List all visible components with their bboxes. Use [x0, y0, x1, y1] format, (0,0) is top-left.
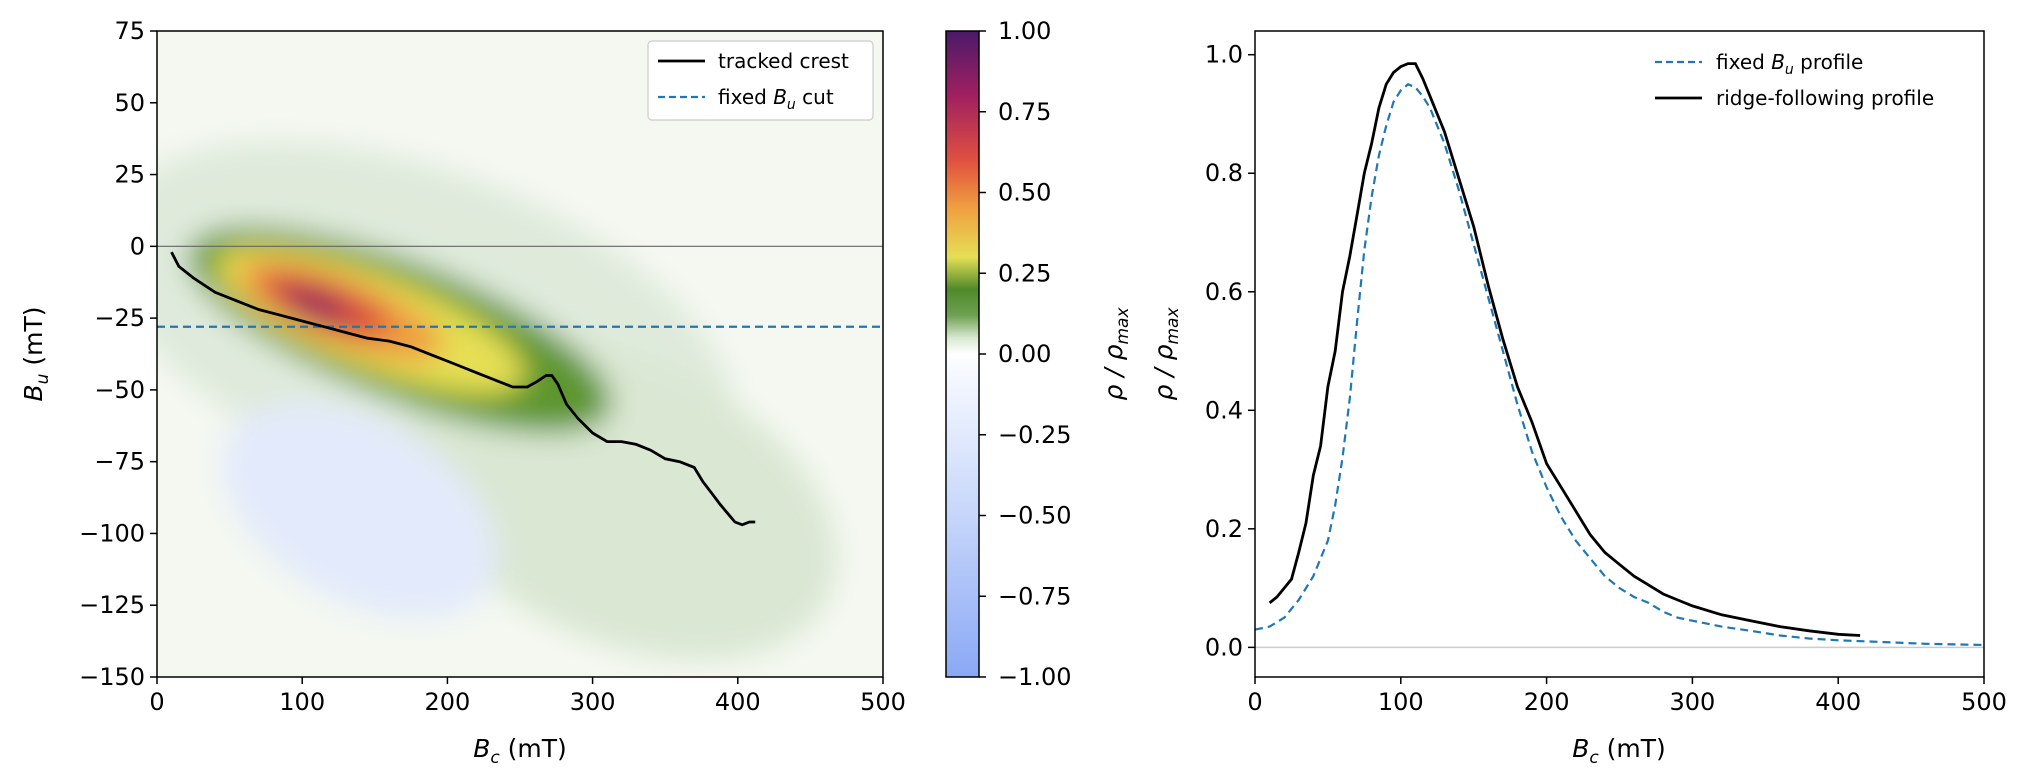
legend-label-ridge-profile: ridge-following profile: [1716, 86, 1934, 110]
profile-y-tick-label: 0.0: [1205, 633, 1243, 661]
colorbar-tick-label: −0.75: [998, 582, 1072, 610]
forc-legend: tracked crest fixed Bu cut: [647, 40, 874, 121]
colorbar-tick-label: 0.25: [998, 259, 1051, 287]
profile-y-axis-label: ρ / ρmax: [1149, 307, 1183, 401]
negative-region: [222, 401, 498, 619]
profile-y-tick-label: 0.8: [1205, 159, 1243, 187]
forc-x-tick-label: 400: [715, 688, 761, 716]
profile-x-tick-label: 0: [1247, 688, 1262, 716]
profile-x-axis-label: Bc (mT): [1572, 734, 1666, 768]
forc-y-tick-label: −25: [94, 304, 145, 332]
profile-y-tick-label: 0.2: [1205, 515, 1243, 543]
colorbar-tick-label: 0.75: [998, 98, 1051, 126]
profile-y-tick-label: 1.0: [1205, 41, 1243, 69]
profile-x-tick-label: 200: [1524, 688, 1570, 716]
forc-x-tick-label: 0: [149, 688, 164, 716]
forc-x-tick-label: 200: [424, 688, 470, 716]
colorbar-tick-label: 0.00: [998, 340, 1051, 368]
forc-y-tick-label: 50: [114, 89, 145, 117]
colorbar-gradient: [945, 30, 980, 678]
colorbar-tick-label: 1.00: [998, 17, 1051, 45]
peak-core: [282, 288, 348, 322]
colorbar-label: ρ / ρmax: [1099, 307, 1133, 401]
profile-y-tick-label: 0.6: [1205, 278, 1243, 306]
forc-x-axis-label: Bc (mT): [473, 734, 567, 768]
forc-x-tick-label: 500: [860, 688, 906, 716]
forc-x-tick-label: 100: [279, 688, 325, 716]
legend-label-tracked-crest: tracked crest: [718, 49, 849, 73]
profile-plot-frame: [1254, 30, 1985, 678]
forc-y-tick-label: −75: [94, 448, 145, 476]
forc-y-ticks: 75 50 25 0 −25 −50 −75 −100 −125 −150: [79, 17, 157, 691]
profile-x-tick-label: 400: [1815, 688, 1861, 716]
forc-y-tick-label: −125: [79, 591, 145, 619]
tracked-crest-line: [170, 251, 756, 527]
forc-y-tick-label: 75: [114, 17, 145, 45]
colorbar-tick-label: 0.50: [998, 179, 1051, 207]
profile-x-tick-label: 300: [1669, 688, 1715, 716]
forc-panel: 0 100 200 300 400 500 75 50 25 0 −25 −50 −75 −100 −12…: [19, 17, 906, 768]
forc-y-tick-label: −50: [94, 376, 145, 404]
profile-x-tick-label: 500: [1961, 688, 2007, 716]
forc-y-tick-label: −100: [79, 519, 145, 547]
profile-plot-background: [1255, 31, 1984, 677]
profile-panel: 0 100 200 300 400 500 0.0 0.2 0.4 0.6 0.8 1.0 Bc (…: [1149, 30, 2007, 768]
legend-label-fixed-profile: fixed Bu profile: [1716, 50, 1863, 78]
colorbar-tick-label: −1.00: [998, 663, 1072, 691]
profile-y-ticks: 0.0 0.2 0.4 0.6 0.8 1.0: [1205, 41, 1255, 661]
legend-label-fixed-cut: fixed Bu cut: [718, 85, 834, 113]
forc-x-tick-label: 300: [570, 688, 616, 716]
profile-x-ticks: 0 100 200 300 400 500: [1247, 677, 2007, 716]
forc-density-map: [157, 141, 837, 660]
forc-y-tick-label: −150: [79, 663, 145, 691]
fixed-bu-profile-line: [1255, 83, 1984, 647]
colorbar: 1.00 0.75 0.50 0.25 0.00 −0.25 −0.50 −0.75 −1.00…: [945, 17, 1133, 691]
colorbar-ticks: 1.00 0.75 0.50 0.25 0.00 −0.25 −0.50 −0.75 −1.00: [979, 17, 1072, 691]
profile-legend: fixed Bu profile ridge-following profile: [1655, 50, 1934, 110]
forc-plot-frame: [156, 30, 884, 678]
colorbar-tick-label: −0.25: [998, 421, 1072, 449]
forc-y-tick-label: 0: [130, 232, 145, 260]
forc-x-ticks: 0 100 200 300 400 500: [149, 677, 906, 716]
forc-y-tick-label: 25: [114, 161, 145, 189]
ridge-following-profile-line: [1268, 62, 1861, 637]
profile-y-tick-label: 0.4: [1205, 396, 1243, 424]
colorbar-tick-label: −0.50: [998, 502, 1072, 530]
forc-y-axis-label: Bu (mT): [19, 306, 53, 401]
profile-x-tick-label: 100: [1378, 688, 1424, 716]
